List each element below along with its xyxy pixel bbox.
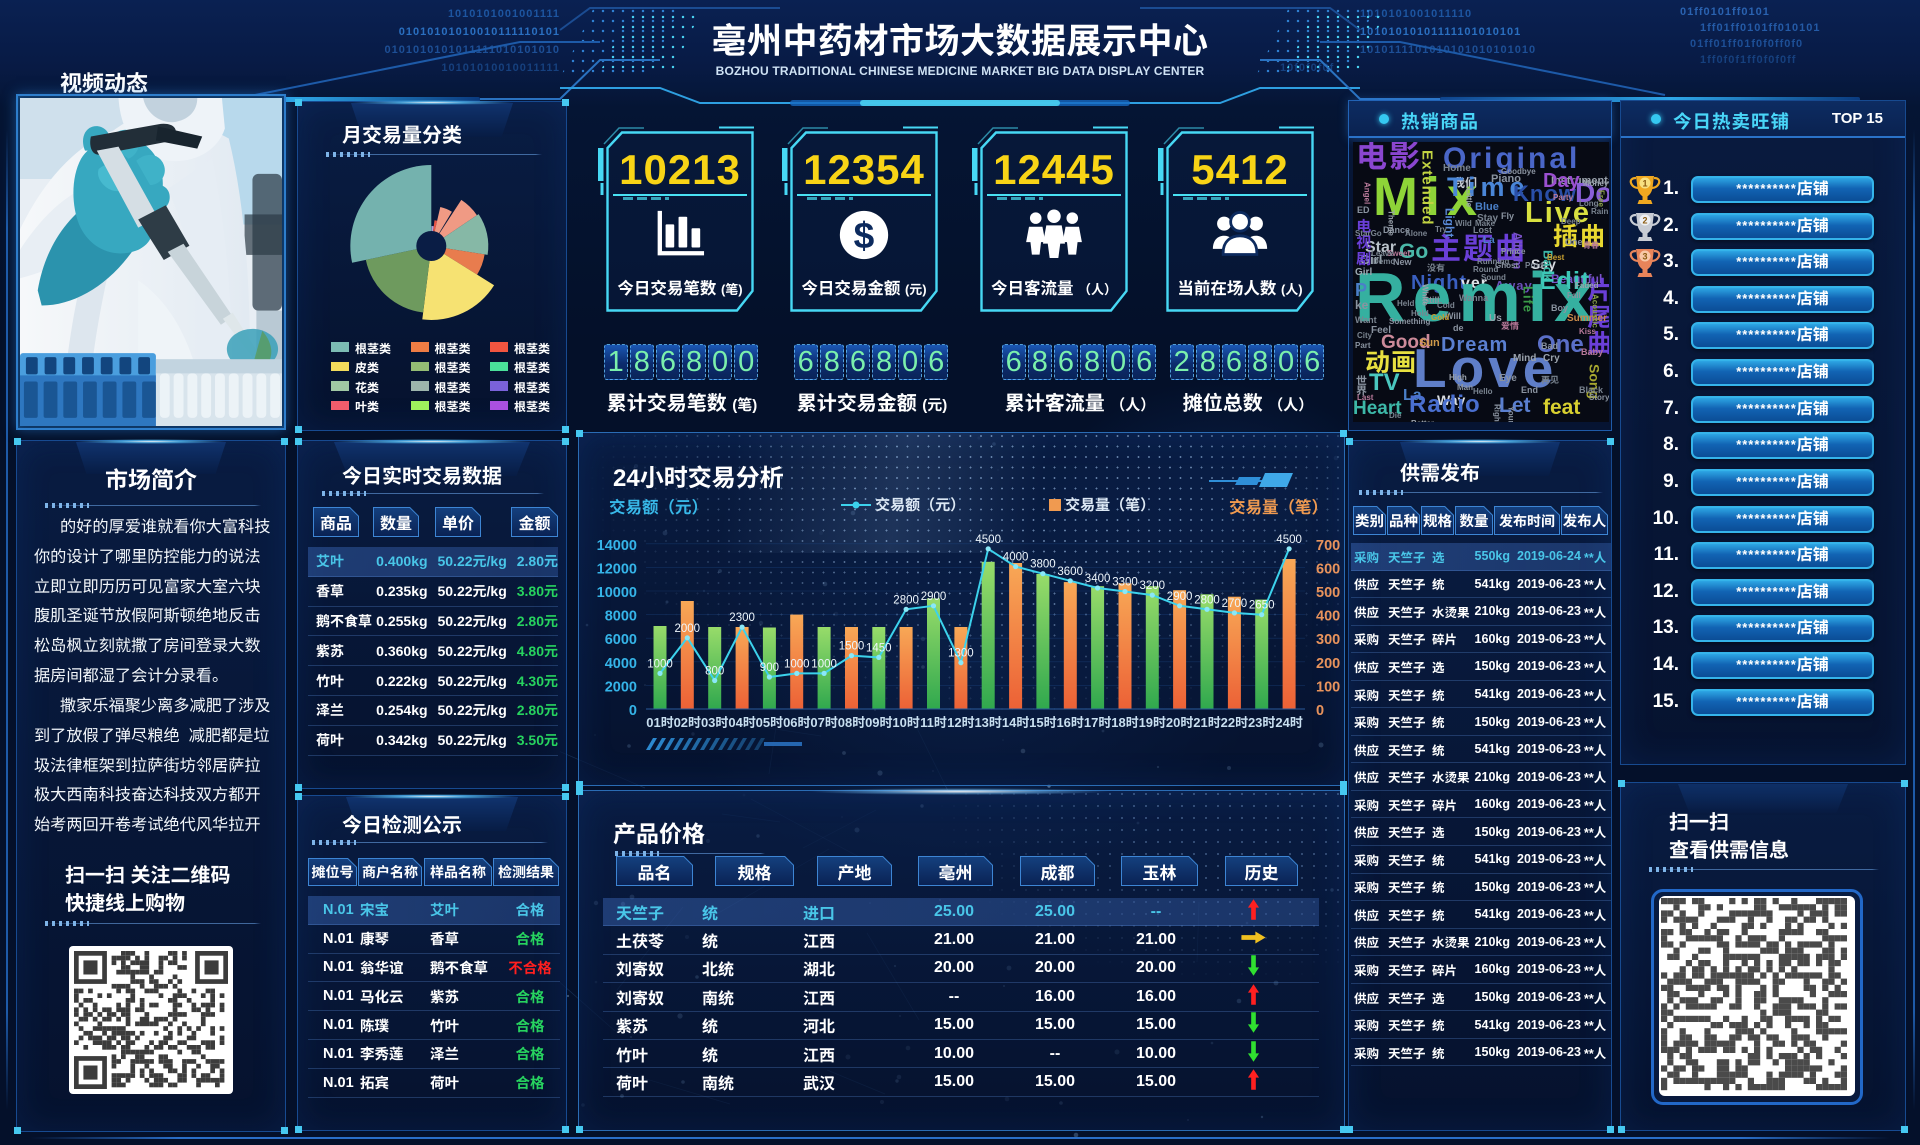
svg-text:05时: 05时 [756,715,783,730]
svg-text:2650: 2650 [1249,600,1275,612]
svg-text:2: 2 [1642,215,1647,225]
svg-text:01时: 01时 [646,715,673,730]
svg-text:11时: 11时 [920,715,947,730]
svg-text:18时: 18时 [1111,715,1138,730]
svg-text:4000: 4000 [1003,552,1029,564]
svg-text:3: 3 [1642,252,1647,262]
svg-text:1450: 1450 [866,642,892,654]
svg-text:09时: 09时 [865,715,892,730]
svg-text:0: 0 [1316,703,1324,719]
svg-text:0: 0 [629,703,637,719]
svg-text:200: 200 [1316,656,1340,672]
svg-text:1: 1 [1642,179,1647,189]
svg-text:02时: 02时 [674,715,701,730]
svg-text:04时: 04时 [728,715,755,730]
svg-text:700: 700 [1316,538,1340,554]
svg-text:2800: 2800 [1194,594,1220,606]
svg-text:400: 400 [1316,609,1340,625]
svg-text:14时: 14时 [1002,715,1029,730]
svg-text:23时: 23时 [1248,715,1275,730]
svg-text:21时: 21时 [1193,715,1220,730]
svg-text:03时: 03时 [701,715,728,730]
svg-text:3300: 3300 [1112,577,1138,589]
svg-text:07时: 07时 [810,715,837,730]
svg-text:14000: 14000 [597,538,637,554]
svg-text:12时: 12时 [947,715,974,730]
svg-text:1500: 1500 [839,641,865,653]
svg-text:1000: 1000 [811,658,837,670]
svg-text:3600: 3600 [1057,566,1083,578]
svg-text:3200: 3200 [1140,580,1166,592]
svg-text:2700: 2700 [1222,598,1248,610]
svg-text:19时: 19时 [1139,715,1166,730]
svg-text:2900: 2900 [921,591,947,603]
svg-text:13时: 13时 [974,715,1001,730]
svg-text:1000: 1000 [784,658,810,670]
svg-text:500: 500 [1316,585,1340,601]
svg-text:24时: 24时 [1275,715,1302,730]
svg-text:3400: 3400 [1085,573,1111,585]
svg-text:4500: 4500 [1276,534,1302,546]
svg-text:4500: 4500 [975,534,1001,546]
svg-text:06时: 06时 [783,715,810,730]
svg-text:1000: 1000 [647,658,673,670]
svg-text:2900: 2900 [1167,591,1193,603]
svg-text:800: 800 [705,666,724,678]
svg-text:$: $ [854,214,875,256]
svg-text:17时: 17时 [1084,715,1111,730]
svg-text:600: 600 [1316,561,1340,577]
svg-text:2000: 2000 [675,623,701,635]
svg-text:900: 900 [760,662,779,674]
svg-text:1300: 1300 [948,648,974,660]
svg-text:6000: 6000 [605,632,637,648]
svg-text:20时: 20时 [1166,715,1193,730]
svg-text:08时: 08时 [838,715,865,730]
svg-text:300: 300 [1316,632,1340,648]
svg-text:2000: 2000 [605,679,637,695]
svg-text:15时: 15时 [1029,715,1056,730]
svg-text:3800: 3800 [1030,559,1056,571]
svg-text:2800: 2800 [893,594,919,606]
svg-text:8000: 8000 [605,609,637,625]
svg-text:16时: 16时 [1056,715,1083,730]
svg-text:10000: 10000 [597,585,637,601]
svg-text:4000: 4000 [605,656,637,672]
svg-text:10时: 10时 [892,715,919,730]
svg-text:12000: 12000 [597,561,637,577]
svg-text:22时: 22时 [1221,715,1248,730]
svg-text:100: 100 [1316,679,1340,695]
svg-text:2300: 2300 [729,612,755,624]
